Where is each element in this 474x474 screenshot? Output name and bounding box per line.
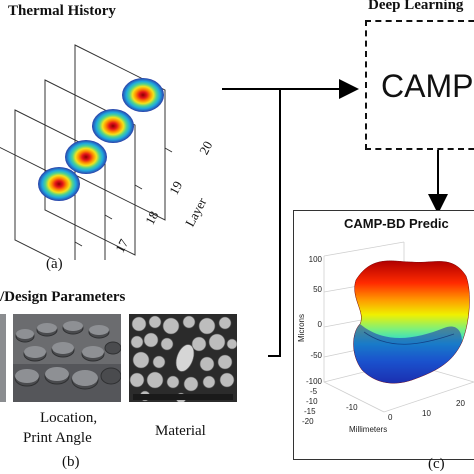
- prediction-surface-plot: 100 50 0 -50 -100 Microns -5 -10 -15 -20…: [297, 241, 474, 434]
- melt-pool-20: [122, 78, 164, 112]
- photo-label-material: Material: [155, 423, 206, 439]
- y-tick-minus10: -10: [306, 397, 318, 406]
- camp-model-box: CAMP-: [365, 20, 474, 150]
- x-tick-0: 0: [388, 413, 393, 422]
- z-tick-0: 0: [318, 320, 323, 329]
- z-tick-50: 50: [313, 285, 322, 294]
- photo-powder-sem: [129, 314, 237, 402]
- x-tick-10: 10: [422, 409, 431, 418]
- melt-pool-18: [65, 140, 107, 174]
- deep-learning-title: Deep Learning: [368, 0, 464, 13]
- thermal-layers-illustration: [0, 44, 173, 260]
- layer-plane-17: [0, 146, 76, 260]
- photo-left-partial: [0, 314, 6, 402]
- photo-label-location-1: Location,: [40, 410, 98, 426]
- y-tick-minus5: -5: [310, 387, 318, 396]
- thermal-history-title: Thermal History: [8, 3, 116, 19]
- layer-plane-19: [44, 79, 136, 256]
- photo-label-location-2: Print Angle: [23, 430, 92, 446]
- photo-printed-parts: [13, 314, 121, 402]
- z-tick-minus100: -100: [306, 377, 323, 386]
- layer-plane-20: [74, 44, 166, 221]
- z-tick-100: 100: [309, 255, 323, 264]
- x-tick-20: 20: [456, 399, 465, 408]
- layer-plane-18: [14, 109, 106, 260]
- prediction-plot-title: CAMP-BD Predic: [344, 216, 449, 231]
- melt-pool-17: [38, 167, 80, 201]
- panel-b-caption: (b): [62, 454, 80, 470]
- x-tick-minus10: -10: [346, 403, 358, 412]
- design-parameters-title: /Design Parameters: [0, 289, 126, 305]
- panel-c-caption: (c): [428, 456, 445, 472]
- y-tick-minus20: -20: [302, 417, 314, 426]
- y-tick-minus15: -15: [304, 407, 316, 416]
- x-axis-label: Millimeters: [349, 425, 387, 434]
- melt-pool-19: [92, 109, 134, 143]
- camp-model-label: CAMP-: [381, 68, 474, 104]
- z-tick-minus50: -50: [310, 351, 322, 360]
- z-axis-label: Microns: [297, 314, 306, 342]
- panel-a-caption: (a): [46, 256, 63, 272]
- arrow-params-to-model: [268, 89, 281, 357]
